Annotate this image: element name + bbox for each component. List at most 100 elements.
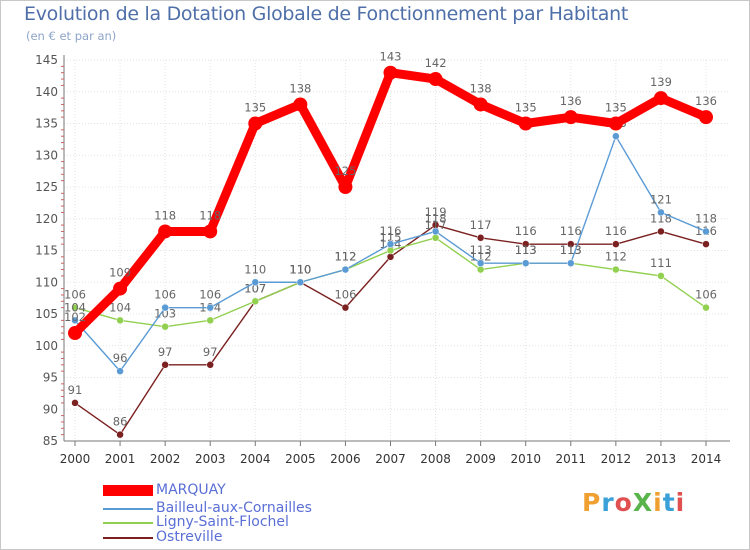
data-point <box>251 297 260 306</box>
data-label: 115 <box>380 231 402 245</box>
brand-letter: o <box>614 488 633 517</box>
data-point <box>161 303 169 312</box>
data-label: 116 <box>605 224 627 238</box>
x-tick-label: 2012 <box>601 452 632 466</box>
data-point <box>338 180 353 194</box>
data-label: 112 <box>334 250 356 264</box>
data-label: 116 <box>380 224 402 238</box>
data-point <box>699 110 713 125</box>
x-tick-label: 2001 <box>105 452 136 466</box>
data-label: 113 <box>470 243 492 257</box>
brand-letter: i <box>675 488 686 517</box>
data-point <box>206 361 214 369</box>
chart-title: Evolution de la Dotation Globale de Fonc… <box>24 3 629 25</box>
data-point <box>428 72 443 87</box>
data-label: 119 <box>425 205 447 219</box>
y-tick-label: 90 <box>43 402 58 416</box>
data-point <box>612 240 620 248</box>
x-tick-label: 2007 <box>375 452 406 466</box>
data-point <box>293 97 308 112</box>
data-point <box>248 116 263 131</box>
data-label: 118 <box>695 211 717 225</box>
data-label: 135 <box>244 101 266 115</box>
data-label: 117 <box>425 218 447 232</box>
data-label: 139 <box>650 75 672 89</box>
data-label: 102 <box>64 310 86 324</box>
data-label: 116 <box>560 224 582 238</box>
data-point <box>563 110 578 125</box>
data-label: 96 <box>113 351 128 365</box>
data-point <box>608 116 623 131</box>
x-tick-label: 2000 <box>60 452 91 466</box>
data-point <box>158 224 173 239</box>
y-tick-label: 130 <box>35 148 58 162</box>
y-tick-label: 145 <box>35 53 58 67</box>
data-label: 135 <box>515 101 537 115</box>
data-point <box>518 116 533 131</box>
y-tick-label: 120 <box>35 212 58 226</box>
data-label: 136 <box>560 94 582 108</box>
data-label: 86 <box>113 415 128 429</box>
data-point <box>116 316 124 325</box>
data-point <box>567 240 575 248</box>
legend-swatch <box>103 537 153 539</box>
data-point <box>161 322 169 331</box>
legend-label: Bailleul-aux-Cornailles <box>156 500 312 516</box>
data-point <box>116 430 124 439</box>
data-point <box>296 278 305 286</box>
legend-swatch <box>103 485 153 496</box>
data-point <box>567 259 575 267</box>
data-point <box>386 253 395 261</box>
x-tick-label: 2008 <box>420 452 451 466</box>
data-label: 97 <box>158 345 173 359</box>
brand-logo: ProXiti <box>582 488 685 517</box>
legend-label: MARQUAY <box>156 482 226 498</box>
data-label: 118 <box>199 208 221 222</box>
data-point <box>341 265 350 274</box>
data-label: 111 <box>650 256 672 270</box>
data-label: 106 <box>154 288 176 302</box>
data-label: 104 <box>64 300 86 314</box>
data-label: 103 <box>154 307 176 321</box>
legend-swatch <box>103 522 153 524</box>
y-tick-label: 135 <box>35 117 58 131</box>
data-label: 117 <box>470 218 492 232</box>
data-label: 110 <box>289 262 311 276</box>
y-tick-label: 125 <box>35 180 58 194</box>
legend-swatch <box>103 508 153 510</box>
data-point <box>71 399 79 407</box>
data-point <box>71 316 79 325</box>
y-tick-label: 115 <box>35 244 58 258</box>
y-tick-label: 100 <box>35 339 58 353</box>
data-label: 110 <box>244 262 266 276</box>
data-point <box>383 65 398 80</box>
data-label: 142 <box>425 56 447 70</box>
brand-letter: r <box>601 488 615 517</box>
data-label: 113 <box>560 243 582 257</box>
x-tick-label: 2009 <box>465 452 496 466</box>
data-label: 118 <box>154 208 176 222</box>
data-label: 118 <box>425 211 447 225</box>
brand-letter: t <box>662 488 676 517</box>
data-point <box>431 234 440 242</box>
y-tick-label: 85 <box>43 434 58 448</box>
data-point <box>473 97 488 112</box>
data-point <box>431 227 440 236</box>
data-point <box>68 326 82 341</box>
data-point <box>521 259 530 267</box>
x-tick-label: 2002 <box>150 452 181 466</box>
data-label: 116 <box>515 224 537 238</box>
data-label: 106 <box>199 288 221 302</box>
data-point <box>476 234 485 242</box>
data-label: 106 <box>695 288 717 302</box>
data-point <box>341 303 350 312</box>
x-tick-label: 2003 <box>195 452 226 466</box>
y-tick-label: 140 <box>35 85 58 99</box>
legend-label: Ligny-Saint-Flochel <box>156 514 289 530</box>
data-point <box>702 303 710 312</box>
data-point <box>113 281 128 296</box>
x-tick-label: 2004 <box>240 452 271 466</box>
data-point <box>206 316 214 325</box>
data-point <box>657 227 665 236</box>
